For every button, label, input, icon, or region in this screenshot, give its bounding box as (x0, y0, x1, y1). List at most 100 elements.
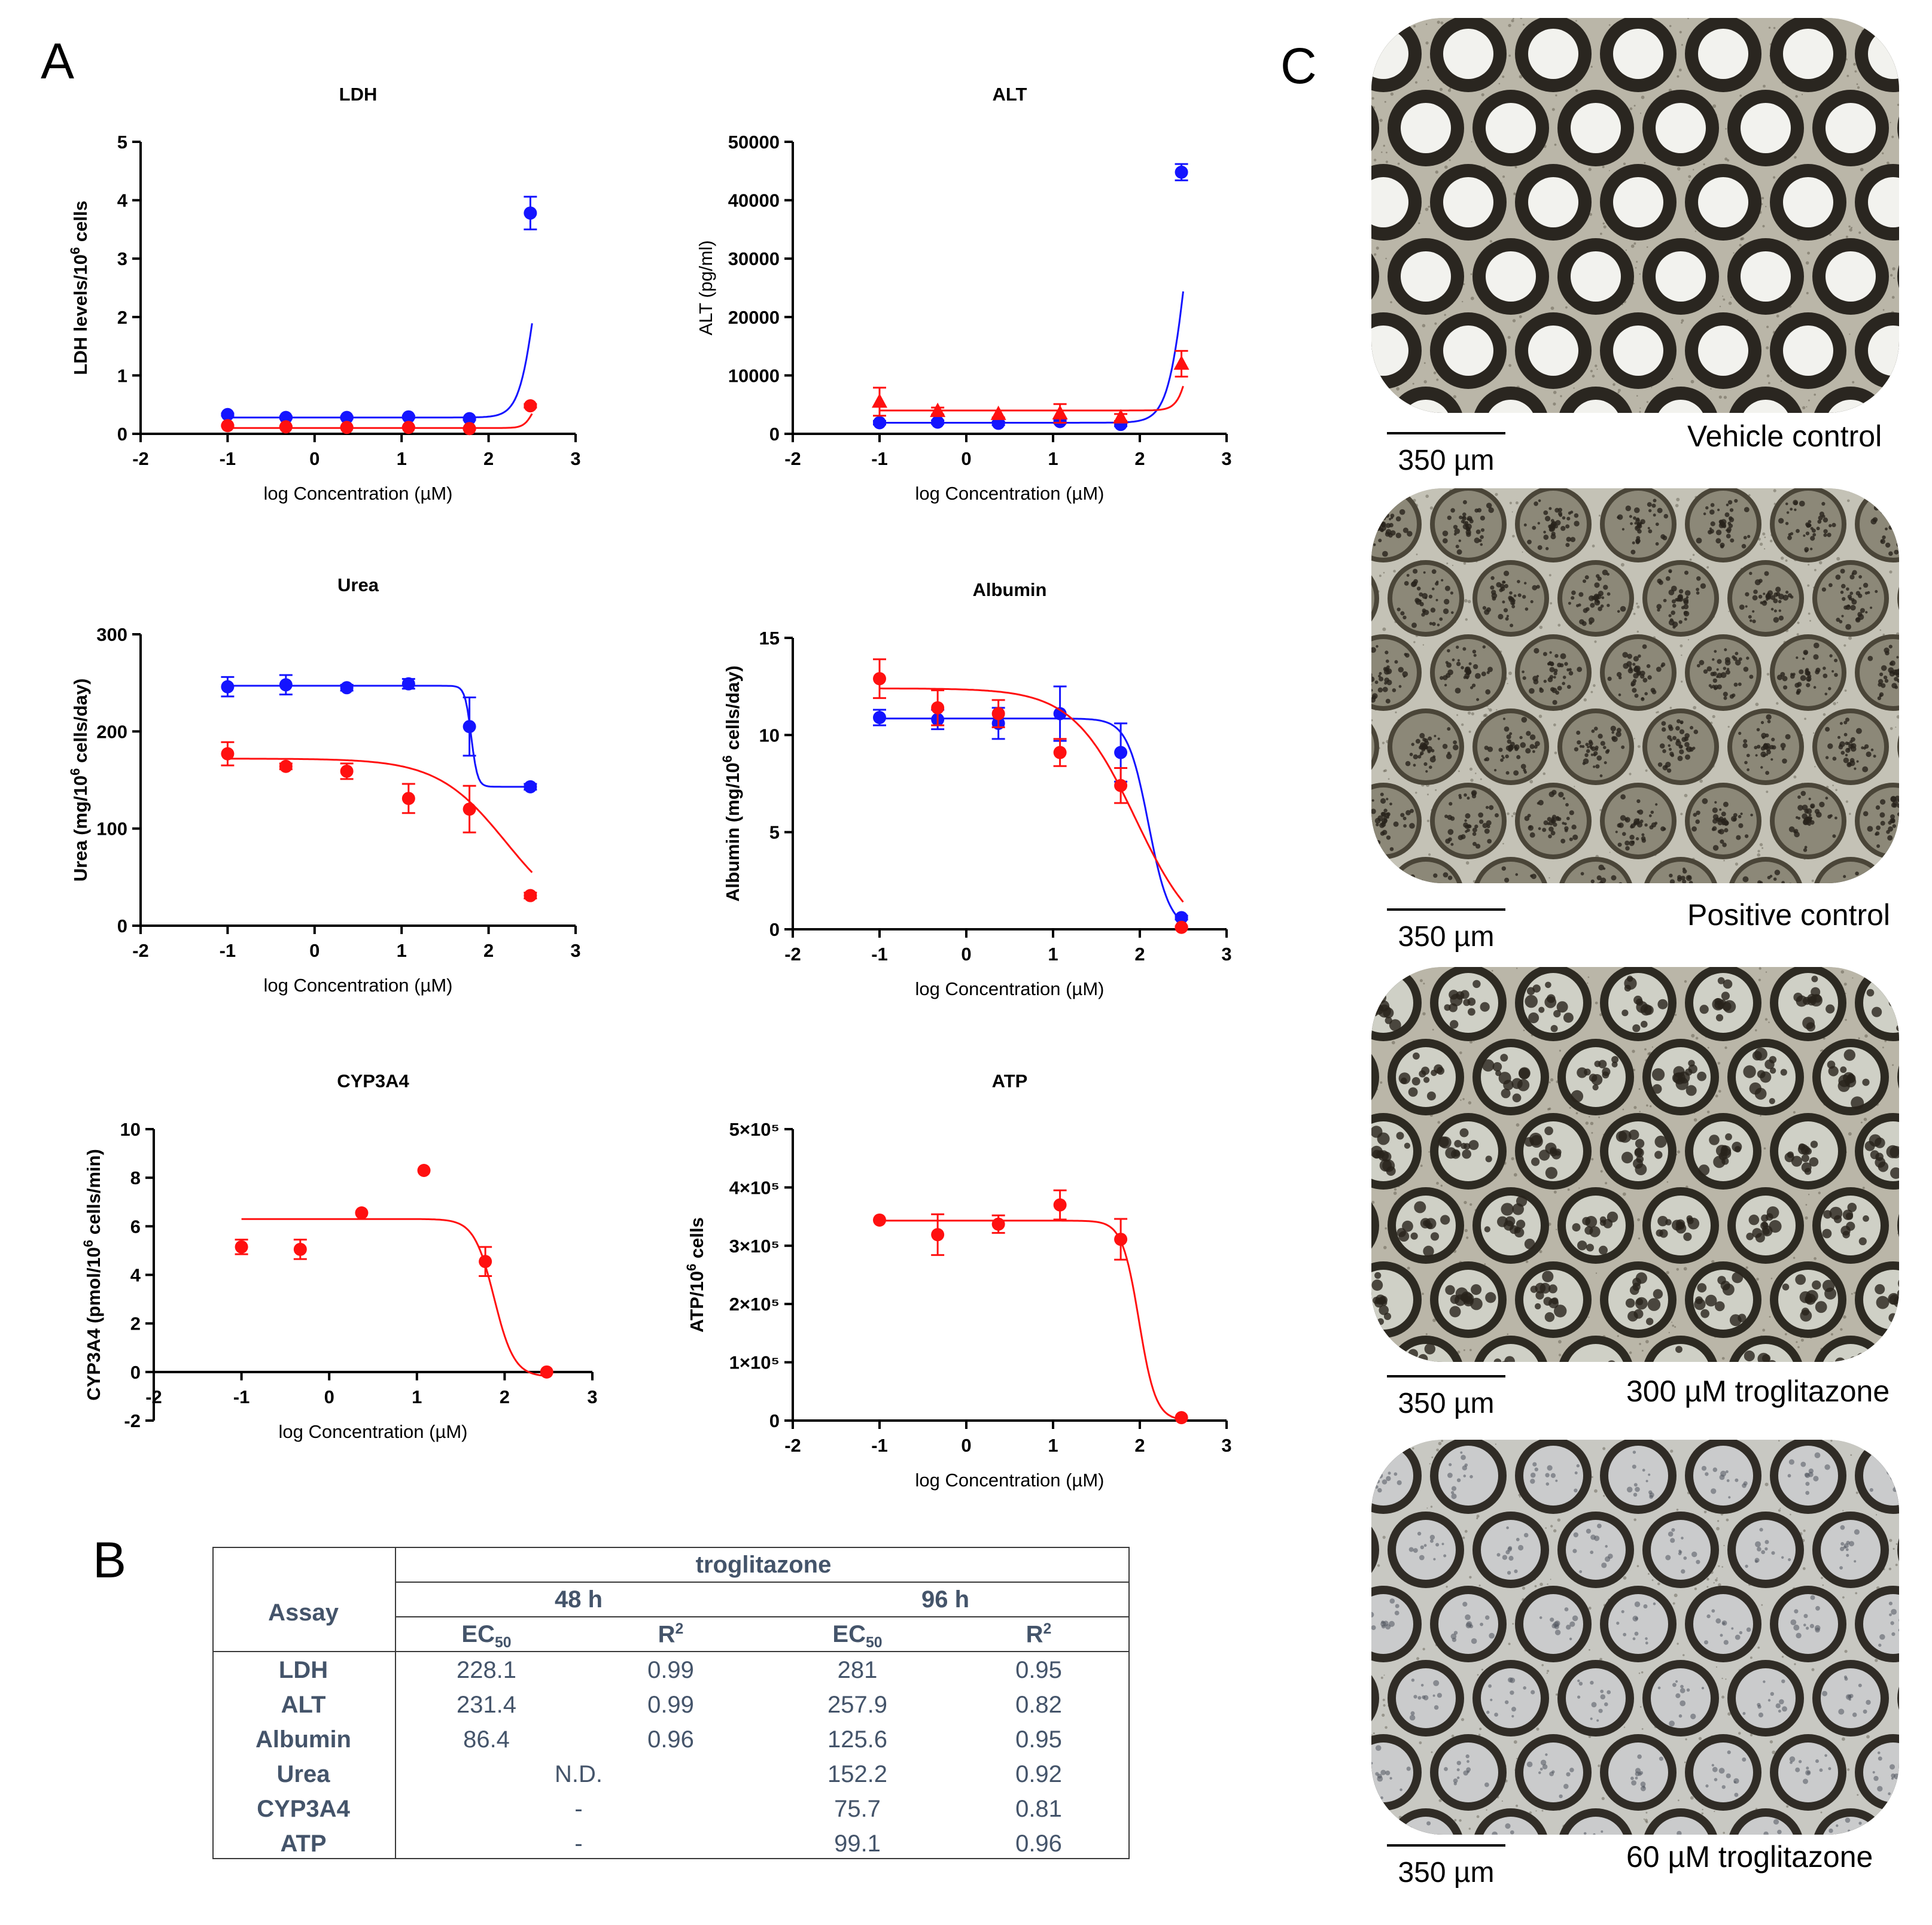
y-tick-label: 4 (117, 190, 128, 211)
data-point-red (991, 1217, 1005, 1231)
data-point-red (221, 747, 235, 761)
x-tick-label: -1 (220, 448, 236, 469)
y-tick-label: 0 (130, 1362, 141, 1383)
data-point-red (990, 405, 1006, 420)
data-point-red (1114, 778, 1128, 792)
y-tick-label: 15 (759, 628, 780, 649)
data-point-blue (279, 678, 293, 692)
data-point-blue (463, 720, 476, 734)
x-tick-label: -2 (132, 940, 149, 961)
data-point-blue (340, 410, 354, 424)
data-point-blue (401, 677, 415, 691)
micrograph-image (1371, 967, 1899, 1362)
data-point-red (930, 402, 946, 417)
data-point-blue (463, 412, 476, 425)
x-tick-label: -1 (871, 944, 888, 965)
scale-bar (1387, 1375, 1505, 1377)
x-tick-label: 2 (483, 448, 494, 469)
table-cell-ec50-96h: 281 (837, 1657, 878, 1683)
data-point-red (1053, 1198, 1067, 1212)
x-axis-label: log Concentration (µM) (915, 483, 1105, 504)
scale-bar (1387, 1844, 1505, 1847)
table-cell-ec50-96h: 257.9 (827, 1692, 888, 1718)
y-axis-label: Urea (mg/106 cells/day) (68, 679, 92, 882)
x-axis-label: log Concentration (µM) (915, 1470, 1105, 1491)
micrograph-4 (1371, 1440, 1899, 1835)
x-tick-label: 2 (500, 1386, 510, 1407)
table-cell-48h-merged: - (574, 1830, 583, 1857)
data-point-blue (221, 680, 235, 694)
y-tick-label: 2 (130, 1313, 141, 1334)
table-cell-48h-merged: - (574, 1796, 583, 1822)
table-row-assay: ATP (280, 1830, 327, 1857)
table-header-assay: Assay (268, 1599, 339, 1626)
y-tick-label: 4 (130, 1265, 141, 1286)
data-point-red (931, 1228, 945, 1242)
chart-urea: Urea 0 100 200 300 -2 -1 0 1 2 3 log Concentration … (68, 574, 581, 996)
y-tick-label: 3 (117, 248, 127, 269)
x-tick-label: -2 (784, 1435, 801, 1456)
y-tick-label: 100 (96, 819, 127, 840)
y-tick-label: 0 (769, 919, 780, 940)
data-point-red (401, 421, 415, 434)
data-point-blue (1175, 911, 1188, 925)
data-point-blue (1175, 165, 1188, 179)
data-point-red (340, 764, 354, 778)
y-axis-label: Albumin (mg/106 cells/day) (720, 665, 744, 902)
table-row-assay: CYP3A4 (257, 1796, 350, 1822)
table-cell-r2-96h: 0.96 (1015, 1830, 1062, 1857)
x-tick-label: -2 (784, 944, 801, 965)
scale-bar (1387, 432, 1505, 434)
data-point-red (417, 1163, 431, 1177)
data-point-red (463, 422, 476, 436)
x-tick-label: 0 (961, 448, 971, 469)
x-tick-label: 1 (397, 940, 407, 961)
x-tick-label: 3 (570, 448, 580, 469)
x-tick-label: -1 (871, 448, 888, 469)
chart-title: ATP (992, 1071, 1028, 1091)
panel-label-a: A (41, 33, 75, 89)
micrograph-1 (1371, 18, 1899, 413)
data-point-blue (524, 780, 537, 793)
chart-title: ALT (993, 84, 1027, 105)
data-point-red (340, 421, 354, 434)
scale-bar-label: 350 µm (1398, 1857, 1495, 1888)
table-cell-ec50-96h: 99.1 (834, 1830, 881, 1857)
data-point-blue (524, 206, 537, 220)
panel-label-b: B (93, 1532, 127, 1588)
y-tick-label: 4×10⁵ (729, 1177, 780, 1198)
y-tick-label: 2 (117, 307, 127, 328)
x-tick-label: 3 (587, 1386, 597, 1407)
data-point-red (479, 1255, 492, 1269)
y-tick-label: -2 (124, 1410, 141, 1431)
chart-title: Albumin (973, 579, 1047, 600)
y-tick-label: 0 (117, 424, 127, 445)
x-tick-label: 3 (1221, 1435, 1231, 1456)
scale-bar-label: 350 µm (1398, 445, 1495, 476)
table-cell-r2-96h: 0.92 (1015, 1761, 1062, 1787)
data-point-blue (1114, 746, 1128, 759)
x-axis-label: log Concentration (µM) (915, 978, 1105, 999)
table-row-assay: Albumin (255, 1726, 351, 1753)
data-point-red (235, 1240, 248, 1254)
chart-title: CYP3A4 (337, 1071, 409, 1091)
x-tick-label: 2 (1134, 1435, 1145, 1456)
chart-title: LDH (339, 84, 378, 105)
table-row-assay: Urea (276, 1761, 330, 1787)
y-tick-label: 50000 (728, 132, 780, 153)
chart-panel-a: LDH 0 1 2 3 4 5 -2 -1 0 1 2 3 log Concentration (µM) L… (68, 84, 1232, 1491)
fit-curve-blue (227, 685, 533, 788)
data-point-red (279, 759, 293, 773)
data-point-red (991, 707, 1005, 720)
x-tick-label: -2 (132, 448, 149, 469)
x-tick-label: -2 (784, 448, 801, 469)
micrograph-2 (1371, 488, 1899, 883)
data-point-red (401, 792, 415, 805)
data-point-red (1175, 920, 1188, 934)
y-tick-label: 8 (130, 1167, 141, 1188)
table-header-ec50-48: EC50 (461, 1621, 512, 1651)
data-point-red (540, 1365, 553, 1379)
data-point-blue (279, 410, 293, 424)
x-tick-label: 1 (1048, 1435, 1058, 1456)
